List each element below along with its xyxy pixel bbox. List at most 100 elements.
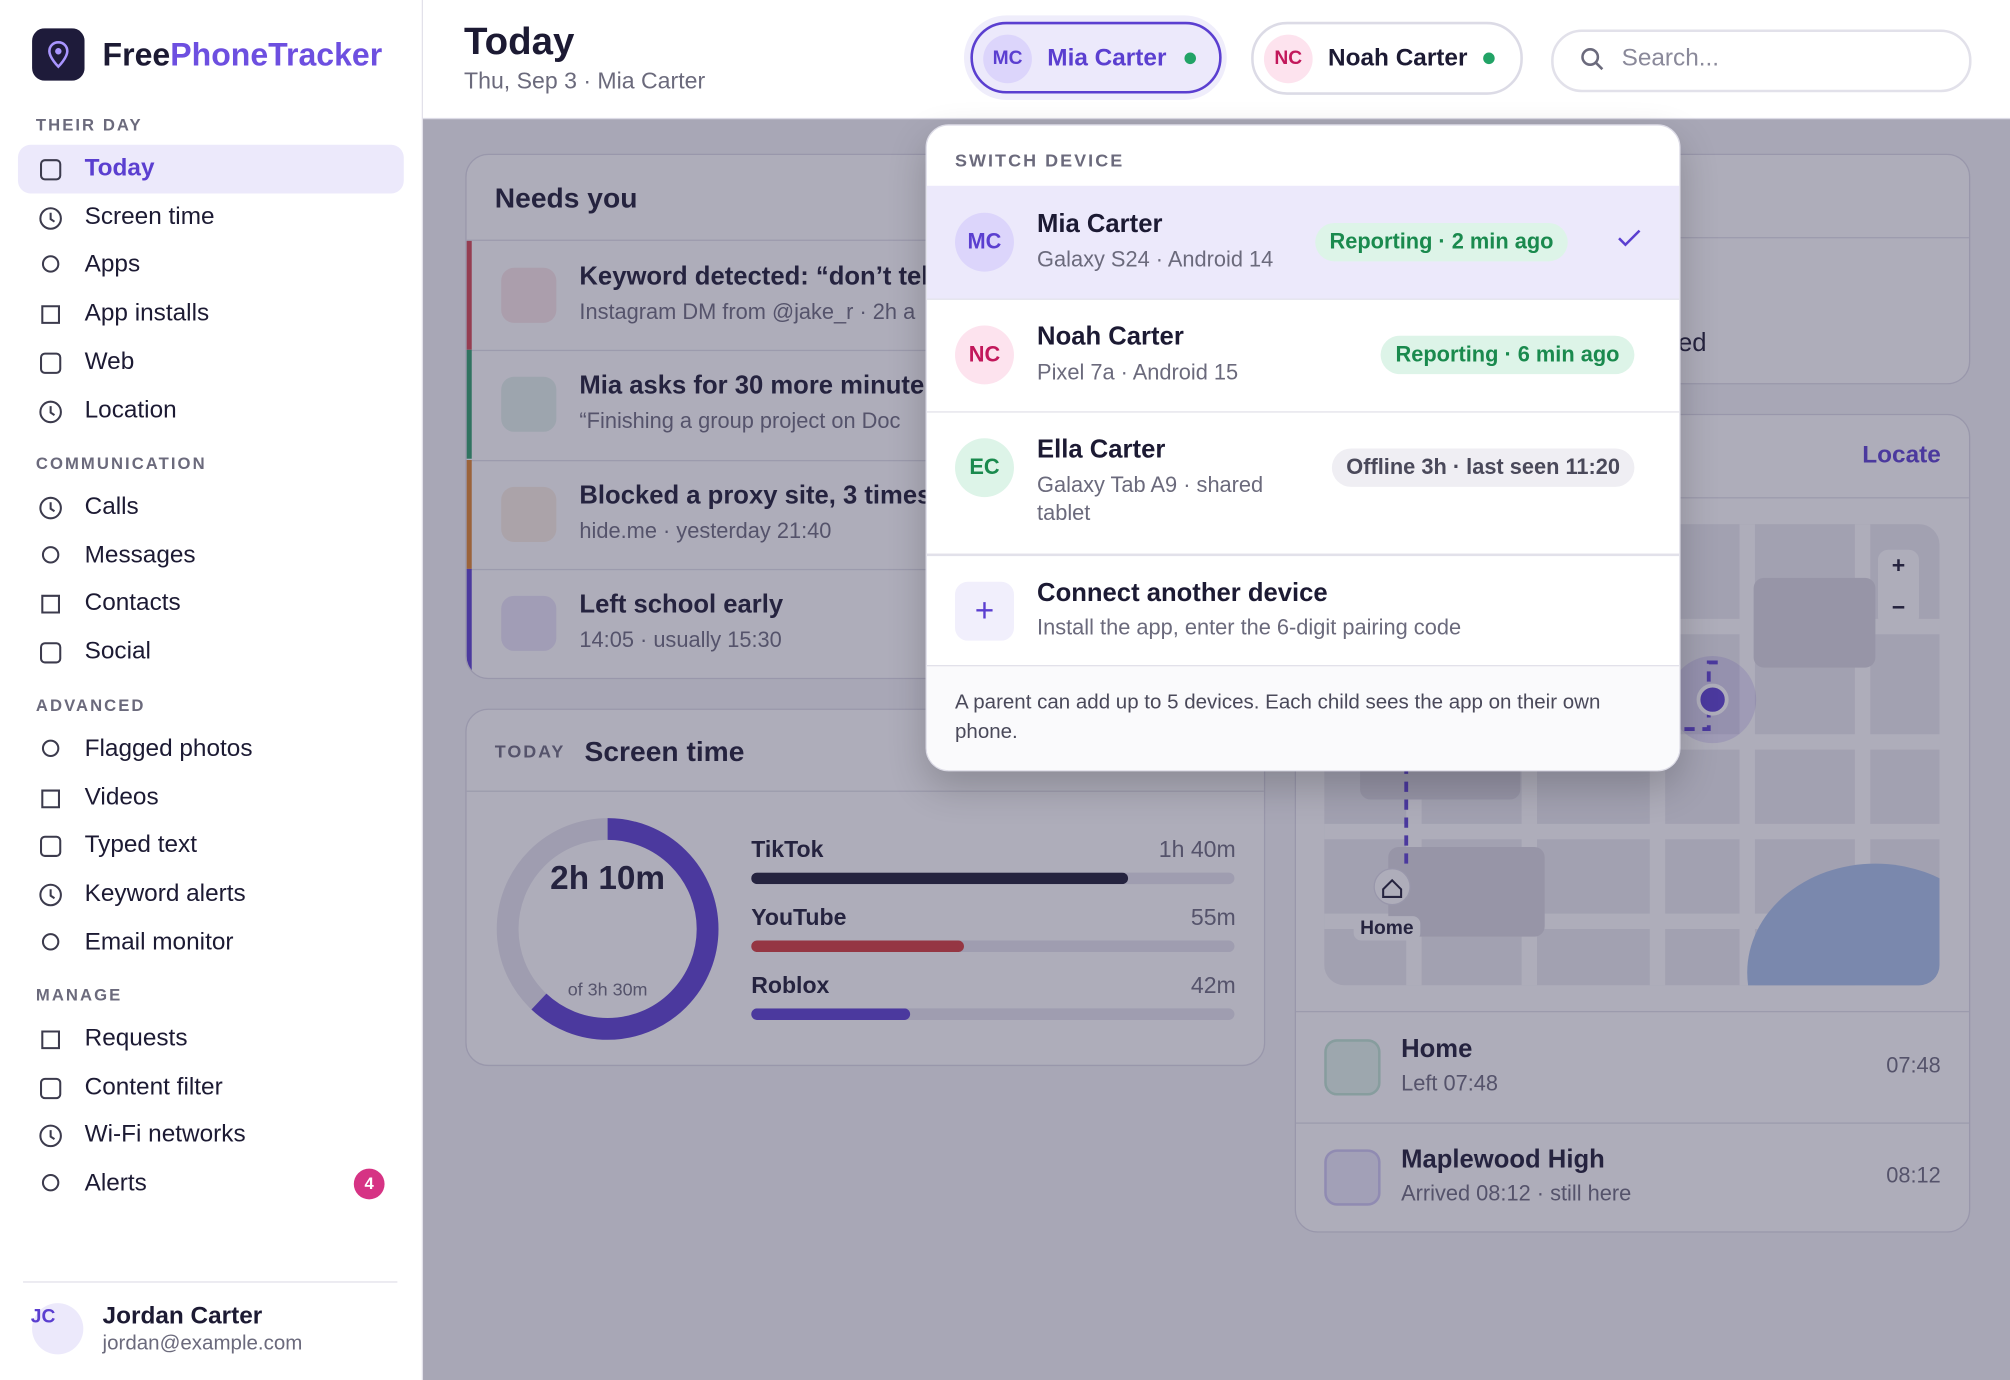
nav-item[interactable]: Screen time	[84, 203, 215, 231]
alert-row[interactable]	[466, 568, 1264, 678]
online-dot	[1184, 52, 1197, 65]
map-label: Home	[1353, 916, 1420, 941]
nav-icon	[37, 591, 64, 618]
nav-item[interactable]: Email monitor	[84, 928, 234, 956]
alert-row[interactable]	[466, 459, 1264, 569]
selected-check	[1616, 228, 1642, 255]
alert-detail: hide.me · yesterday 21:40	[579, 518, 832, 543]
nav-item[interactable]: Wi-Fi networks	[84, 1121, 246, 1149]
donut	[496, 818, 719, 1040]
place-time: 08:12	[1886, 1163, 1941, 1188]
device-avatar: NC	[955, 325, 1014, 385]
nav-icon	[37, 495, 64, 522]
accent-bar	[466, 240, 472, 350]
nav-icon	[37, 640, 64, 667]
nav-item[interactable]: Requests	[84, 1025, 188, 1052]
nav-item[interactable]: App installs	[84, 299, 210, 327]
device-status: Offline 3h · last seen 11:20	[1331, 448, 1635, 487]
connect-icon: +	[955, 581, 1014, 641]
search-box[interactable]	[1551, 29, 1972, 93]
nav-icon	[37, 156, 64, 183]
nav-section-title: THEIR DAY	[35, 115, 143, 135]
nav-icon	[37, 543, 64, 570]
sidebar: FreePhoneTracker THEIR DAY Today Screen ti…	[0, 0, 424, 1380]
app-time: 1h 40m	[1158, 836, 1236, 863]
device-name: Ella Carter	[1037, 435, 1166, 464]
locate-link[interactable]: Locate	[1862, 442, 1941, 469]
status-text: ed	[1677, 329, 1707, 358]
place-name[interactable]: Home	[1401, 1035, 1473, 1064]
nav-item[interactable]: Web	[84, 348, 135, 376]
app-name: Roblox	[751, 972, 830, 999]
alert-title: Blocked a proxy site, 3 times	[579, 481, 932, 510]
nav-item[interactable]: Today	[84, 155, 155, 182]
place-name[interactable]: Maplewood High	[1401, 1145, 1605, 1174]
page-subtitle: Thu, Sep 3 · Mia Carter	[464, 67, 706, 94]
eyebrow: TODAY	[494, 740, 566, 762]
nav-item[interactable]: Flagged photos	[84, 735, 253, 763]
connect-row[interactable]	[927, 556, 1679, 665]
alert-title: Left school early	[579, 590, 784, 619]
alert-row[interactable]	[466, 350, 1264, 460]
nav-icon	[37, 350, 64, 377]
app-name: YouTube	[751, 904, 847, 931]
device-avatar: MC	[955, 212, 1014, 272]
nav-icon	[37, 785, 64, 812]
total-time: 2h 10m	[550, 858, 666, 897]
alerts-badge: 4	[353, 1168, 385, 1200]
alert-icon	[501, 486, 557, 542]
divider	[1295, 1122, 1969, 1124]
divider	[1295, 1010, 1969, 1013]
zoom-out[interactable]: −	[1891, 594, 1906, 621]
zoom-in[interactable]: +	[1891, 552, 1906, 578]
nav-item[interactable]: Keyword alerts	[84, 880, 246, 908]
device-row[interactable]	[926, 298, 1680, 413]
place-icon	[1324, 1149, 1381, 1206]
nav-item[interactable]: Typed text	[84, 832, 197, 859]
nav-icon	[37, 205, 64, 232]
app-time: 55m	[1190, 904, 1236, 931]
nav-item[interactable]: Messages	[84, 541, 196, 569]
alert-icon	[501, 595, 557, 651]
nav-item[interactable]: Contacts	[84, 589, 181, 617]
bar-track	[751, 940, 1235, 953]
chip-name: Mia Carter	[1047, 44, 1167, 72]
divider	[466, 239, 1264, 241]
divider	[926, 553, 1680, 557]
device-switcher: SWITCH DEVICE MC Mia Carter Galaxy S24 · A…	[925, 124, 1681, 772]
alert-detail: “Finishing a group project on Doc	[579, 409, 901, 434]
app-time: 42m	[1190, 972, 1236, 999]
place-icon	[1324, 1039, 1381, 1096]
nav-icon	[37, 833, 64, 860]
app-name: TikTok	[751, 836, 824, 863]
search-icon	[1581, 48, 1604, 71]
user-email: jordan@example.com	[102, 1332, 303, 1355]
bar-fill	[751, 940, 964, 953]
device-name: Mia Carter	[1037, 210, 1163, 239]
nav-item[interactable]: Location	[84, 396, 177, 424]
bar-track	[751, 1008, 1235, 1020]
limit: of 3h 30m	[567, 978, 648, 1000]
nav-item[interactable]: Videos	[84, 783, 159, 811]
nav-item[interactable]: Content filter	[84, 1073, 223, 1101]
chip-avatar: MC	[983, 34, 1032, 84]
nav-item[interactable]: Social	[84, 638, 151, 666]
alert-title: Mia asks for 30 more minute	[579, 371, 925, 401]
user-avatar[interactable]	[32, 1303, 84, 1355]
nav-section-title: MANAGE	[35, 985, 123, 1005]
brand-prefix: Free	[102, 37, 171, 74]
device-row[interactable]	[926, 411, 1680, 555]
connect-title: Connect another device	[1037, 579, 1328, 608]
nav-icon	[37, 253, 64, 280]
device-detail: Galaxy S24 · Android 14	[1037, 247, 1274, 272]
nav-item[interactable]: Apps	[84, 251, 141, 279]
online-dot	[1483, 52, 1495, 65]
nav-icon	[37, 1026, 64, 1053]
place-detail: Left 07:48	[1401, 1071, 1499, 1096]
card-title: Screen time	[584, 735, 745, 768]
nav-item[interactable]: Alerts	[84, 1169, 147, 1197]
nav-icon	[37, 301, 64, 328]
nav-item[interactable]: Calls	[84, 493, 139, 521]
